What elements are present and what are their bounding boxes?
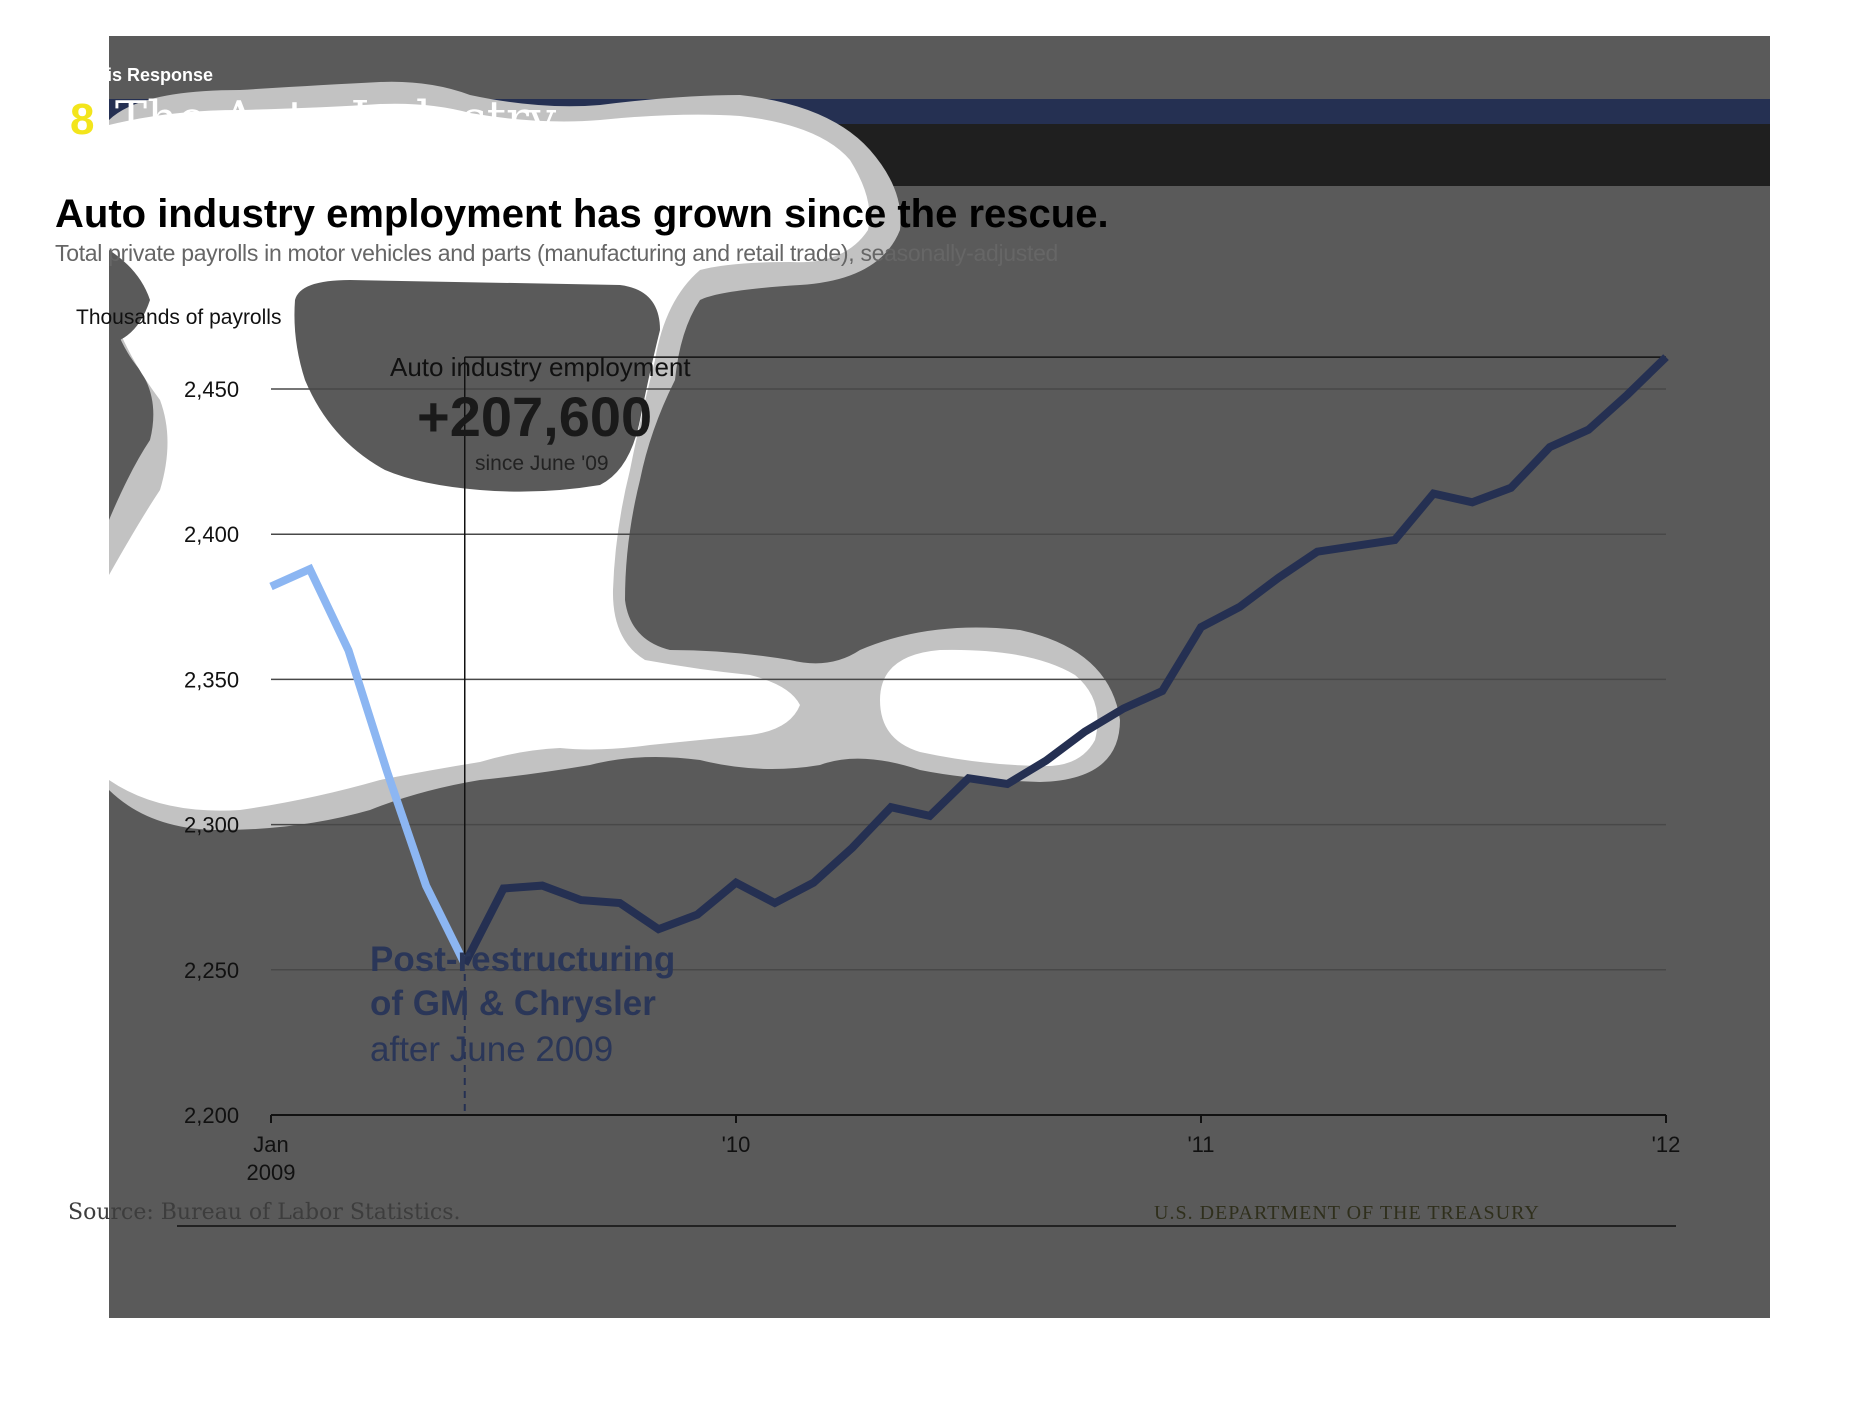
- x-axis: Jan 2009 '10 '11 '12: [247, 1114, 1681, 1185]
- y-tick-label: 2,450: [184, 377, 239, 402]
- y-tick-label: 2,250: [184, 958, 239, 983]
- annotation-label: Auto industry employment: [390, 352, 691, 382]
- annotation-value: +207,600: [417, 385, 653, 448]
- event-label-line1: Post-restructuring: [370, 940, 676, 979]
- subheadline: Total private payrolls in motor vehicles…: [55, 240, 1059, 266]
- x-tick-label: '11: [1187, 1132, 1214, 1157]
- y-tick-labels: 2,200 2,250 2,300 2,350 2,400 2,450: [184, 377, 239, 1128]
- gridlines: [271, 388, 1666, 971]
- event-label-line2: of GM & Chrysler: [370, 984, 656, 1023]
- y-tick-label: 2,300: [184, 813, 239, 838]
- slide-title: The Auto Industry: [115, 91, 557, 147]
- x-tick-label: '12: [1652, 1132, 1681, 1157]
- y-tick-label: 2,350: [184, 667, 239, 692]
- x-tick-label-year: 2009: [247, 1160, 296, 1185]
- agency-credit: U.S. DEPARTMENT OF THE TREASURY: [1154, 1202, 1540, 1224]
- y-axis-label: Thousands of payrolls: [76, 306, 282, 329]
- y-tick-label: 2,200: [184, 1103, 239, 1128]
- source-note: Source: Bureau of Labor Statistics.: [68, 1200, 461, 1225]
- event-label-line3: after June 2009: [370, 1030, 614, 1069]
- headline: Auto industry employment has grown since…: [55, 192, 1109, 236]
- x-tick-label: Jan: [253, 1132, 288, 1157]
- y-tick-label: 2,400: [184, 522, 239, 547]
- footer-divider: [177, 1225, 1676, 1227]
- series-line-before-restructuring: [269, 563, 469, 966]
- x-tick-label: '10: [722, 1132, 751, 1157]
- slide-number: 8: [70, 95, 95, 144]
- annotation-since: since June '09: [475, 452, 609, 475]
- section-label: Crisis Response: [72, 65, 214, 85]
